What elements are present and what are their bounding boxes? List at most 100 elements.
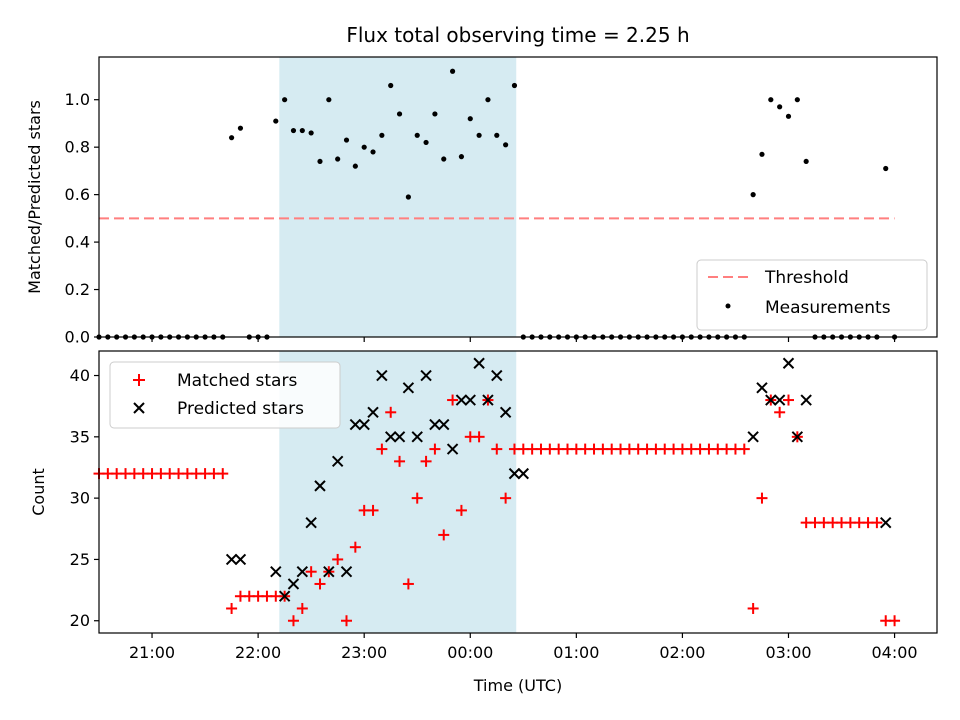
matched-star-point — [349, 541, 361, 553]
ratio-y-tick-label: 0.2 — [65, 280, 90, 299]
measurement-point — [308, 130, 314, 136]
ratio-y-tick-label: 0.0 — [65, 328, 90, 347]
measurement-point — [370, 149, 376, 155]
predicted-star-point — [287, 578, 300, 590]
measurement-point — [273, 118, 279, 124]
measurement-point — [803, 158, 809, 165]
matched-star-point — [402, 578, 414, 590]
measurement-point — [485, 97, 491, 103]
predicted-star-point — [773, 394, 786, 406]
predicted-star-point — [358, 418, 370, 431]
legend-measurements-label: Measurements — [765, 298, 891, 318]
predicted-star-point — [270, 565, 282, 578]
measurement-point — [361, 144, 367, 150]
legend-matched-label: Matched stars — [177, 371, 297, 391]
ratio-y-tick-label: 0.6 — [65, 185, 90, 204]
matched-star-point — [756, 492, 768, 504]
predicted-star-point — [429, 418, 441, 431]
legend-predicted-swatch — [133, 402, 145, 414]
matched-star-point — [332, 553, 344, 565]
count-panel-frame — [98, 350, 938, 634]
legend-predicted-label: Predicted stars — [177, 399, 304, 419]
matched-star-point — [738, 443, 750, 455]
predicted-star-point — [782, 357, 795, 369]
matched-star-point — [226, 602, 238, 614]
matched-star-point — [367, 504, 379, 516]
legend-threshold-label: Threshold — [764, 268, 849, 288]
matched-star-point — [473, 431, 485, 443]
predicted-star-point — [349, 418, 362, 431]
ratio-panel-frame — [98, 56, 938, 338]
measurement-point — [785, 113, 792, 119]
measurement-point — [379, 132, 385, 138]
matched-star-point — [747, 602, 759, 614]
x-tick-label: 02:00 — [659, 643, 705, 662]
predicted-star-point — [482, 394, 494, 406]
predicted-star-point — [517, 467, 530, 480]
measurement-point — [290, 127, 297, 134]
predicted-star-point — [420, 369, 432, 382]
predicted-star-point — [473, 357, 485, 369]
measurement-point — [335, 156, 341, 162]
legend-matched-swatch — [133, 374, 145, 386]
matched-star-point — [491, 443, 503, 455]
measurement-point — [388, 82, 394, 89]
predicted-star-point — [331, 455, 344, 468]
count-y-axis-label: Count — [29, 468, 48, 516]
ratio-y-tick-label: 0.8 — [65, 138, 90, 157]
predicted-star-point — [340, 565, 353, 578]
x-tick-label: 03:00 — [765, 643, 811, 662]
matched-star-point — [871, 517, 883, 529]
measurement-point — [317, 158, 323, 165]
matched-star-point — [296, 602, 308, 614]
measurement-point — [414, 132, 420, 138]
matched-star-point — [394, 455, 406, 467]
predicted-star-point — [393, 431, 406, 443]
measurement-point — [476, 132, 482, 138]
predicted-star-point — [455, 394, 468, 406]
matched-star-point — [376, 443, 388, 455]
chart-title: Flux total observing time = 2.25 h — [346, 23, 689, 47]
count-y-tick-label: 20 — [70, 611, 90, 630]
predicted-star-point — [499, 406, 512, 419]
measurement-point — [343, 137, 350, 143]
predicted-star-point — [367, 406, 379, 419]
measurement-point — [396, 111, 403, 117]
ratio-panel: 0.0 0.2 0.4 0.6 0.8 1.0 Flux total observing … — [25, 23, 938, 347]
measurement-point — [503, 142, 509, 148]
predicted-star-point — [296, 565, 309, 578]
predicted-star-point — [791, 431, 804, 443]
predicted-star-point — [800, 394, 812, 406]
measurement-point — [777, 104, 783, 110]
predicted-star-point — [376, 369, 388, 382]
measurement-point — [282, 97, 288, 103]
matched-star-point — [341, 615, 353, 627]
measurement-point — [299, 127, 305, 134]
matched-star-point — [438, 529, 450, 541]
count-y-tick-label: 40 — [70, 366, 90, 385]
matched-star-point — [305, 566, 317, 578]
predicted-star-point — [385, 431, 397, 443]
legend-measurements-swatch — [725, 303, 731, 309]
matched-star-point — [782, 394, 794, 406]
predicted-star-point — [314, 480, 326, 492]
x-tick-label: 00:00 — [447, 643, 493, 662]
matched-star-point — [429, 443, 441, 455]
measurement-point — [467, 116, 473, 122]
matched-star-point — [385, 406, 397, 418]
observing-window-shade — [279, 57, 517, 337]
predicted-star-point — [756, 382, 768, 394]
count-y-tick-label: 35 — [70, 427, 90, 446]
predicted-star-point — [411, 431, 423, 443]
measurement-point — [326, 97, 332, 103]
matched-star-point — [217, 468, 229, 480]
predicted-star-point — [508, 467, 521, 480]
x-tick-label: 23:00 — [341, 643, 387, 662]
matched-star-point — [500, 492, 512, 504]
count-panel: 20 25 30 35 40 21:00 22:00 23:00 00:00 01:00 02:0… — [29, 350, 938, 695]
ratio-legend: Threshold Measurements — [696, 259, 928, 331]
matched-star-point — [420, 455, 432, 467]
predicted-star-point — [323, 565, 335, 578]
predicted-star-point — [225, 553, 238, 566]
